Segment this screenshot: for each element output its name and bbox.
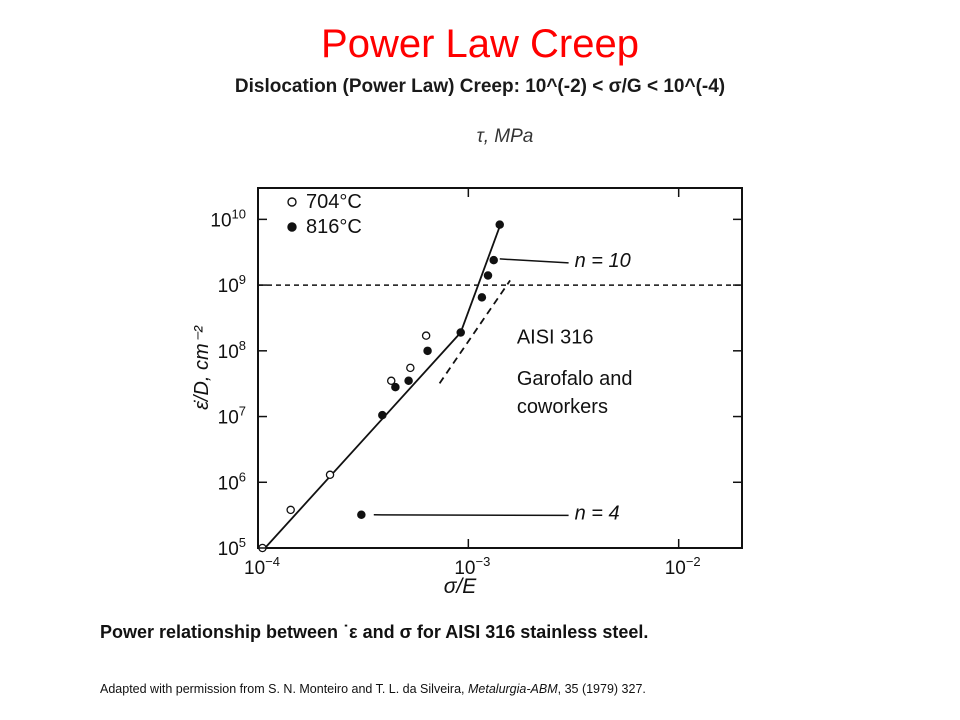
annotation-2: n = 4 (575, 502, 620, 524)
annotation-1: n = 10 (575, 250, 631, 272)
filled-point-5 (423, 346, 432, 356)
legend-label-1: 704°C (306, 191, 362, 213)
figure-caption: Power relationship between ˙ε and σ for … (100, 622, 649, 642)
open-point-5 (406, 363, 415, 373)
y-tick-label-4: 108 (218, 338, 246, 363)
legend-marker-1 (287, 197, 297, 207)
fit-line-3 (438, 279, 511, 384)
filled-point-9 (489, 255, 498, 265)
annotation-leader-1 (499, 258, 569, 264)
credit-journal: Metalurgia-ABM (468, 682, 558, 696)
y-tick-label-5: 109 (218, 272, 246, 297)
y-tick-label-1: 105 (218, 535, 246, 560)
x-tick-label-1: 10−4 (244, 554, 280, 579)
filled-point-10 (495, 220, 504, 229)
x-tick-label-2: 10−3 (454, 554, 490, 579)
annotation-4: Garofalo and (517, 368, 633, 390)
filled-point-6 (456, 328, 465, 337)
fit-line-1 (264, 331, 462, 549)
open-point-2 (286, 505, 295, 515)
filled-point-1 (357, 510, 366, 520)
open-point-4 (386, 376, 396, 386)
filled-point-7 (477, 293, 487, 302)
annotation-3: AISI 316 (517, 327, 594, 349)
slide-subtitle: Dislocation (Power Law) Creep: 10^(-2) <… (234, 76, 726, 97)
slide-title: Power Law Creep (321, 22, 639, 66)
filled-point-2 (378, 410, 387, 420)
fit-line-2 (459, 224, 502, 333)
plot-frame (257, 187, 743, 549)
filled-point-8 (483, 271, 493, 280)
top-axis-label: τ, MPa (477, 126, 534, 147)
y-axis-label: ε̇/D, cm⁻² (191, 325, 213, 410)
figure-credit: Adapted with permission from S. N. Monte… (100, 682, 940, 696)
y-tick-label-3: 107 (218, 404, 246, 429)
credit-text: Adapted with permission from S. N. Monte… (100, 682, 468, 696)
creep-chart: 10−4 10−3 10−2 105 106 107 108 109 1010 σ/E ε̇/D, … (191, 126, 743, 598)
x-axis-label: σ/E (444, 575, 477, 598)
y-tick-label-2: 106 (218, 469, 246, 494)
credit-text-end: , 35 (1979) 327. (557, 682, 646, 696)
filled-point-3 (391, 382, 400, 392)
annotation-leader-2 (373, 514, 569, 517)
open-point-3 (325, 470, 335, 480)
y-tick-label-6: 1010 (210, 206, 246, 231)
x-tick-label-3: 10−2 (665, 554, 701, 579)
filled-point-4 (404, 376, 413, 386)
annotation-5: coworkers (517, 396, 608, 418)
legend-marker-2 (287, 222, 297, 232)
legend-label-2: 816°C (306, 216, 362, 238)
open-point-6 (421, 331, 431, 340)
